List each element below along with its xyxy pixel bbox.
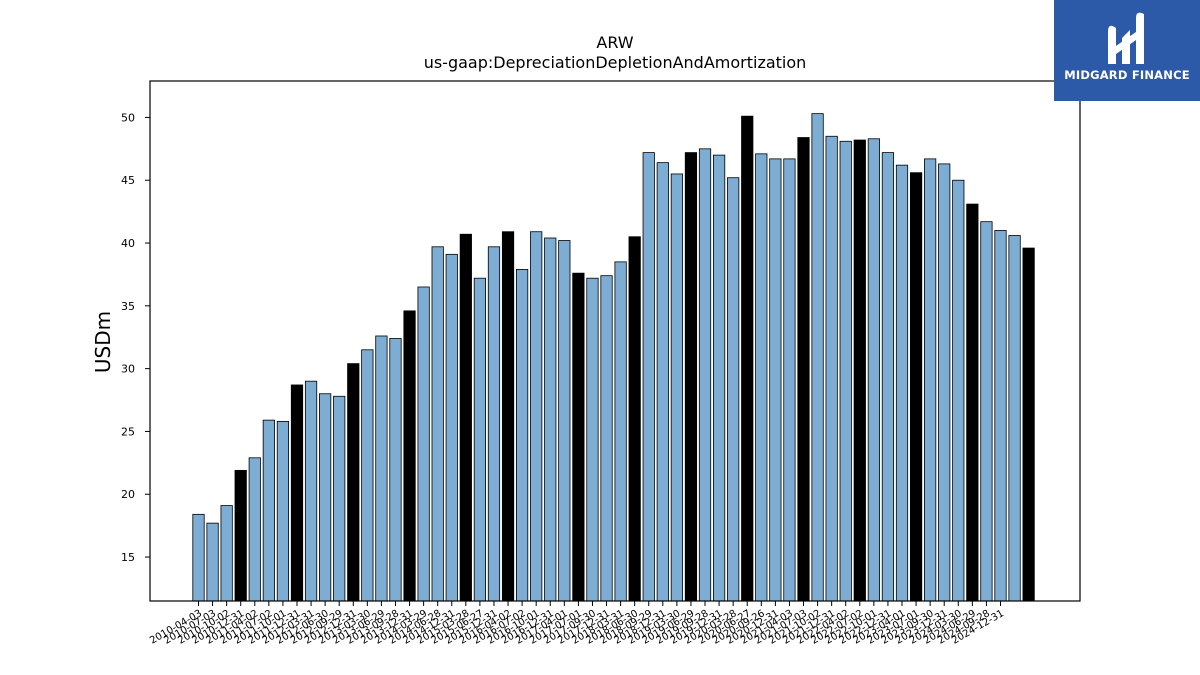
y-tick-label: 15 [121,551,135,564]
bar-2019-09-28 [698,148,712,602]
bar-2023-07-01 [909,172,923,602]
bar-2018-03-31 [614,261,627,602]
bar-2017-12-31 [600,275,613,602]
bar-2016-10-01 [530,231,543,602]
chart-title: ARW [596,33,633,52]
bar-2014-12-31 [445,253,458,602]
chart-subtitle: us-gaap:DepreciationDepletionAndAmortiza… [424,53,807,72]
bar-2015-06-27 [473,277,487,602]
bar-2014-03-29 [417,286,430,602]
bar-2020-06-27 [741,115,754,602]
bar-2022-07-02 [853,139,866,602]
bar-2011-10-01 [276,420,290,602]
bar-2022-12-31 [881,152,895,602]
bar-2018-12-31 [656,162,669,602]
bar-2012-12-31 [347,363,360,602]
bar-2019-03-30 [670,173,683,602]
bar-2013-12-31 [403,310,416,602]
bar-2010-07-03 [206,522,219,602]
bars-group [192,113,1035,602]
bar-2017-04-01 [558,240,571,602]
bar-2019-12-31 [712,154,726,602]
bar-2016-07-02 [516,269,529,602]
y-tick-label: 30 [121,363,135,376]
bar-2016-04-02 [501,231,515,602]
bar-2024-12-31 [994,230,1007,602]
bar-2015-12-31 [487,246,501,602]
y-tick-label: 35 [121,300,135,313]
bar-2020-03-28 [727,177,740,602]
x-axis-ticks: 2010-04-032010-07-032010-10-022010-12-31… [148,601,1006,647]
y-tick-label: 45 [121,174,135,187]
y-tick-label: 50 [121,111,135,124]
bar-2012-03-31 [304,380,318,602]
logo-text: MIDGARD FINANCE [1064,68,1190,82]
bar-2010-10-02 [220,505,233,602]
y-tick-label: 25 [121,425,135,438]
bar-2017-09-30 [586,277,599,602]
bar-2023-04-01 [895,164,909,602]
bar-2020-09-26 [755,153,768,602]
bar-undefined [1008,235,1021,602]
bar-2024-09-28 [980,221,993,602]
bar-2021-07-03 [797,137,810,602]
bar-2018-09-29 [642,152,655,602]
bar-2013-06-29 [375,335,388,602]
bar-2012-06-30 [319,393,332,602]
y-axis-label: USDm [91,311,115,373]
bar-2016-12-31 [544,237,557,602]
bar-2014-06-28 [431,246,444,602]
midgard-finance-logo: MIDGARD FINANCE [1054,0,1200,101]
logo-mark-icon [1108,12,1144,65]
bar-2022-10-01 [867,138,880,602]
bar-2020-12-31 [769,158,782,602]
bar-2015-03-28 [459,233,472,602]
bar-2011-04-02 [248,457,261,602]
bar-2010-04-03 [192,513,205,602]
bar-2011-07-02 [262,419,275,602]
bar-2021-12-31 [825,135,838,602]
bar-2021-04-03 [783,158,796,602]
bar-2013-03-30 [361,349,374,602]
bar-2019-06-29 [684,152,698,602]
y-axis-ticks: 15 20 25 30 35 40 45 50 [121,111,150,564]
bar-2023-09-30 [924,158,937,602]
bar-2013-09-28 [389,338,402,602]
bar-2017-07-01 [572,272,585,602]
bar-2022-04-02 [839,140,852,602]
plot-frame [149,80,1081,602]
y-tick-label: 40 [121,237,135,250]
bar-undefined [1022,247,1035,602]
bar-2018-06-30 [628,236,641,602]
bar-2021-10-02 [811,113,824,602]
bar-2024-03-30 [952,179,965,602]
bar-2010-12-31 [234,469,247,602]
bar-2023-12-31 [938,163,951,602]
bar-2011-12-31 [290,384,304,602]
y-tick-label: 20 [121,488,135,501]
bar-2024-06-29 [966,203,979,602]
bar-2012-09-29 [333,395,346,602]
